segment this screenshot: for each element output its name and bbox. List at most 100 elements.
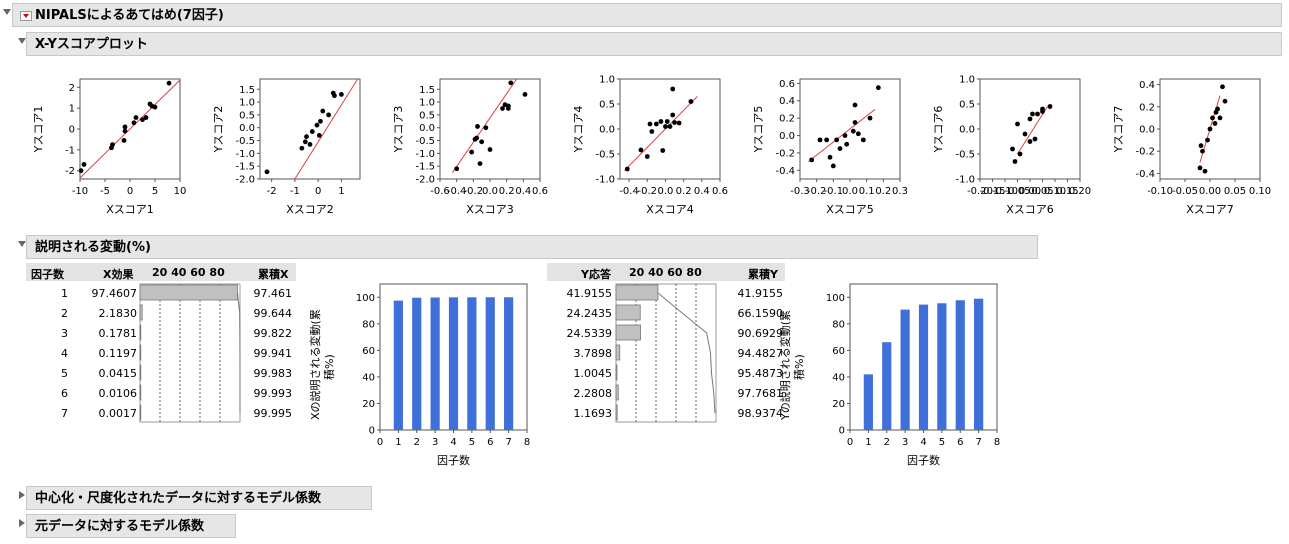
variance-title: 説明される変動(%) bbox=[35, 240, 151, 255]
coef-centered-header[interactable]: 中心化・尺度化されたデータに対するモデル係数 bbox=[26, 486, 372, 510]
x-tick-label: 0 bbox=[847, 437, 853, 448]
x-tick-label: 0.6 bbox=[712, 186, 728, 197]
col-factor: 因子数 bbox=[31, 268, 64, 281]
cumulative-bar bbox=[412, 297, 422, 430]
y-tick-label: 0.0 bbox=[419, 123, 435, 134]
score-point bbox=[508, 80, 514, 86]
y-tick-label: 0.0 bbox=[959, 125, 975, 136]
y-tick-label: -0.5 bbox=[955, 150, 975, 161]
score-point bbox=[316, 133, 322, 138]
score-point bbox=[1220, 84, 1225, 90]
cum-cell: 99.941 bbox=[254, 347, 293, 360]
effect-bar bbox=[615, 284, 659, 301]
score-point bbox=[78, 168, 84, 174]
score-point bbox=[1012, 159, 1018, 164]
table-header-row bbox=[547, 263, 785, 281]
score-point bbox=[852, 120, 858, 125]
effect-cell: 3.7898 bbox=[574, 347, 613, 360]
effect-cell: 1.0045 bbox=[574, 367, 613, 380]
cum-cell: 99.822 bbox=[254, 327, 293, 340]
score-point bbox=[1212, 121, 1218, 126]
score-point bbox=[688, 99, 694, 104]
factor-cell: 7 bbox=[61, 407, 68, 420]
x-axis-label: Xスコア5 bbox=[826, 203, 874, 216]
score-point bbox=[500, 106, 505, 111]
coef-centered-title: 中心化・尺度化されたデータに対するモデル係数 bbox=[35, 491, 322, 506]
x-tick-label: -0.10 bbox=[992, 186, 1018, 197]
expand-triangle-icon[interactable] bbox=[19, 491, 25, 499]
score-point bbox=[304, 134, 309, 140]
cumulative-bar bbox=[504, 297, 514, 430]
score-point bbox=[664, 119, 670, 124]
score-point bbox=[660, 148, 666, 153]
score-point bbox=[1017, 151, 1023, 157]
score-point bbox=[479, 139, 485, 145]
factor-cell: 1 bbox=[61, 287, 68, 300]
x-tick-label: 4 bbox=[450, 437, 456, 448]
y-tick-label: -1 bbox=[65, 145, 75, 156]
score-point bbox=[844, 141, 850, 147]
x-tick-label: 0.10 bbox=[1249, 186, 1271, 197]
cumulative-bar bbox=[955, 300, 965, 430]
y-axis-label: Yスコア7 bbox=[1112, 106, 1125, 154]
score-plot-6: -0.20-0.15-0.10-0.050.000.050.100.150.20… bbox=[932, 75, 1091, 217]
x-tick-label: 6 bbox=[957, 437, 963, 448]
score-point bbox=[1027, 139, 1033, 144]
effect-bar bbox=[139, 344, 142, 361]
factor-cell: 6 bbox=[61, 387, 68, 400]
y-tick-label: 0.0 bbox=[1139, 125, 1155, 136]
col-cum-y: 累積Y bbox=[748, 268, 778, 281]
cumulative-bar bbox=[918, 304, 929, 430]
x-tick-label: 0.10 bbox=[1044, 186, 1066, 197]
score-point bbox=[824, 137, 830, 143]
x-tick-label: -0.4 bbox=[447, 186, 467, 197]
effect-bar bbox=[615, 344, 621, 361]
x-tick-label: 3 bbox=[902, 437, 908, 448]
score-point bbox=[850, 128, 856, 134]
collapse-triangle-icon[interactable] bbox=[3, 9, 11, 15]
x-axis-label: Xスコア3 bbox=[466, 203, 514, 216]
factor-cell: 4 bbox=[61, 347, 68, 360]
effect-bar bbox=[139, 384, 142, 401]
x-tick-label: -5 bbox=[100, 186, 110, 197]
y-axis-label: Yスコア5 bbox=[752, 106, 765, 154]
x-tick-label: 3 bbox=[432, 437, 438, 448]
y-axis-label-line: 積%) bbox=[322, 354, 336, 380]
x-tick-label: 2 bbox=[884, 437, 890, 448]
score-point bbox=[644, 154, 650, 159]
y-tick-label: 0.5 bbox=[419, 110, 435, 121]
score-point bbox=[1210, 115, 1215, 121]
score-point bbox=[81, 162, 87, 167]
expand-triangle-icon[interactable] bbox=[19, 519, 25, 527]
x-tick-label: 0.3 bbox=[892, 186, 908, 197]
x-tick-label: 8 bbox=[524, 437, 530, 448]
x-tick-label: 0.00 bbox=[1019, 186, 1041, 197]
score-point bbox=[1197, 165, 1203, 171]
y-tick-label: -0.4 bbox=[775, 166, 795, 177]
score-point bbox=[1207, 126, 1213, 132]
score-point bbox=[875, 85, 881, 91]
collapse-triangle-icon[interactable] bbox=[18, 241, 26, 247]
effect-bar bbox=[139, 364, 142, 381]
score-point bbox=[1027, 116, 1033, 122]
score-point bbox=[454, 166, 460, 172]
score-point bbox=[649, 129, 655, 134]
cumulative-bar bbox=[937, 303, 947, 430]
y-tick-label: 0.0 bbox=[779, 131, 795, 142]
cumulative-line bbox=[236, 292, 241, 414]
collapse-triangle-icon[interactable] bbox=[18, 38, 26, 44]
score-point bbox=[1040, 106, 1045, 112]
fit-line bbox=[624, 96, 698, 171]
cum-cell: 99.993 bbox=[254, 387, 293, 400]
score-point bbox=[867, 115, 873, 121]
x-tick-label: 0.6 bbox=[532, 186, 548, 197]
x-axis-label: Xスコア7 bbox=[1186, 203, 1234, 216]
effect-cell: 1.1693 bbox=[574, 407, 613, 420]
coef-original-header[interactable]: 元データに対するモデル係数 bbox=[26, 514, 236, 538]
x-tick-label: -0.3 bbox=[790, 186, 810, 197]
red-triangle-menu-icon[interactable] bbox=[20, 11, 32, 21]
score-point bbox=[624, 166, 630, 172]
cum-cell: 99.995 bbox=[254, 407, 293, 420]
